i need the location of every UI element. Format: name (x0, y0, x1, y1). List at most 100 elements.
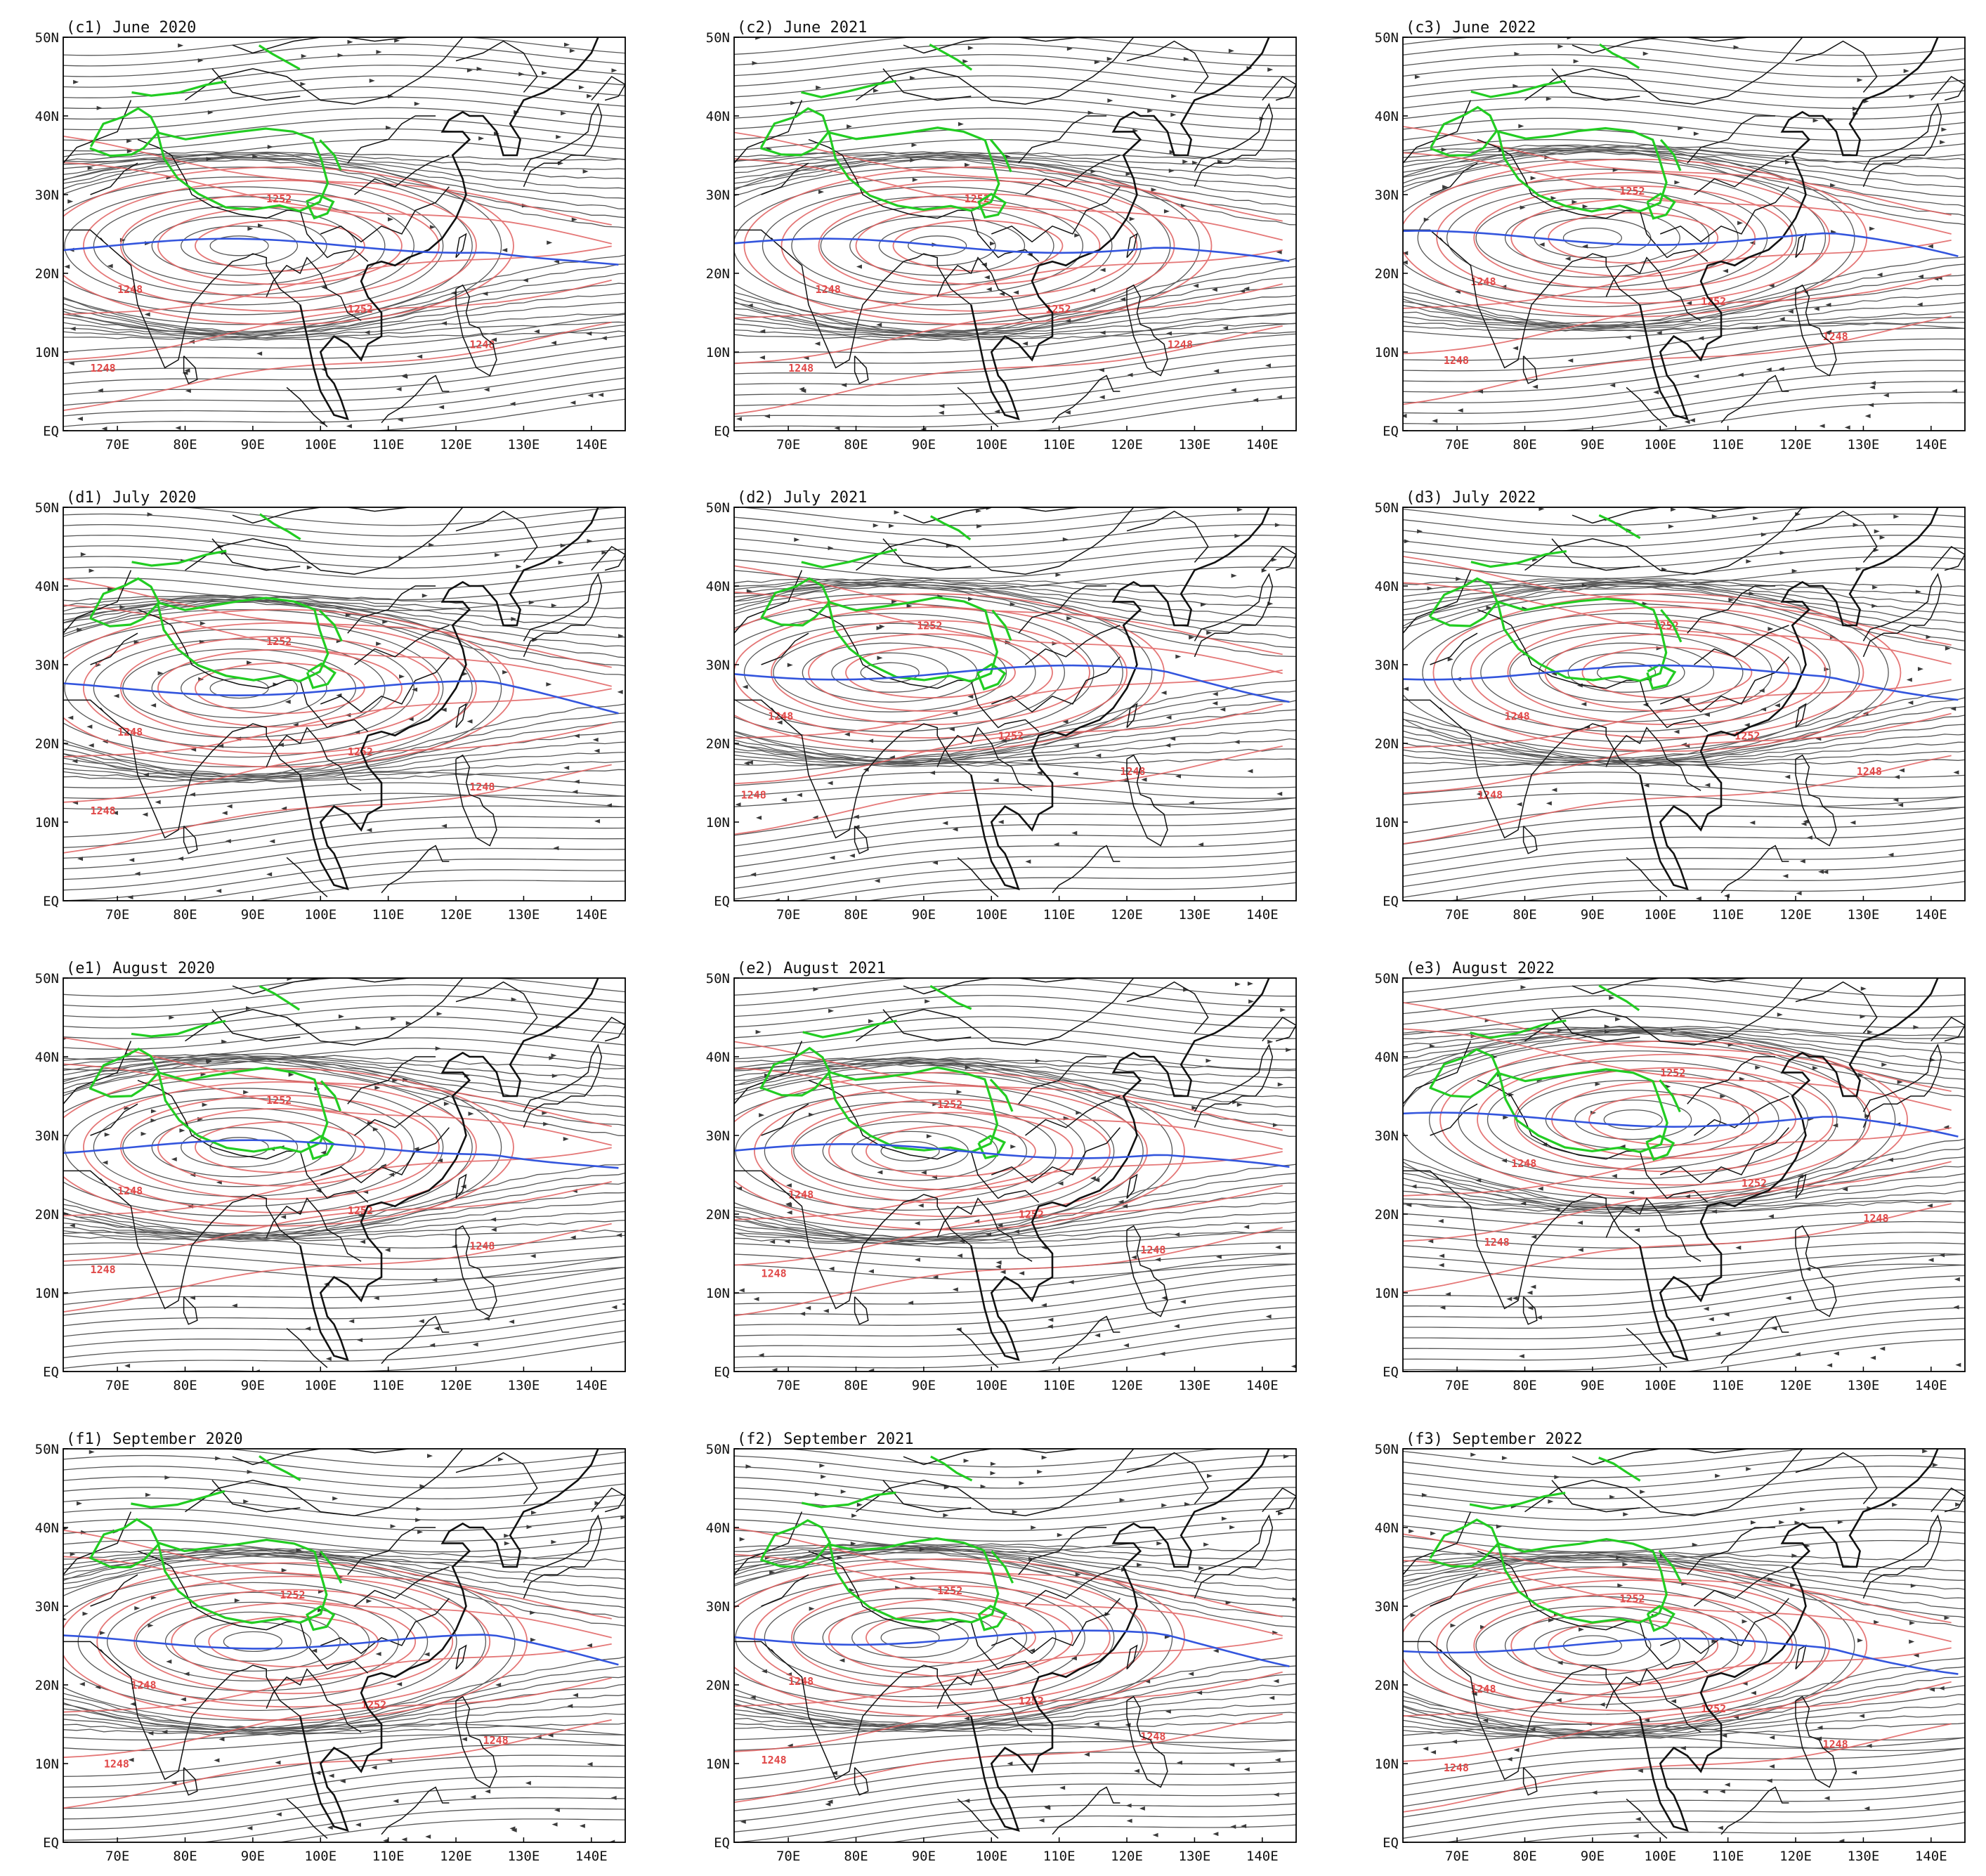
lat-tick-label: 40N (1375, 579, 1399, 594)
lat-tick-label: EQ (43, 1835, 59, 1851)
lon-tick-label: 130E (1848, 907, 1880, 923)
contour-label: 1248 (1823, 330, 1848, 343)
lat-tick-label: 50N (35, 30, 59, 46)
lon-tick-label: 110E (1043, 1378, 1076, 1393)
lat-tick-label: 10N (35, 1757, 59, 1772)
lon-tick-label: 90E (241, 1378, 265, 1393)
geopotential-contours (1403, 1533, 1952, 1813)
lon-tick-label: 120E (440, 1849, 472, 1864)
lon-tick-label: 140E (575, 1378, 608, 1393)
lon-tick-label: 130E (1848, 1378, 1880, 1393)
lon-tick-label: 90E (912, 907, 936, 923)
map-panel: 1252124812521248124850N40N30N20N10NEQ70E… (35, 960, 626, 1393)
lat-tick-label: 20N (1375, 1678, 1399, 1693)
geopotential-contours (734, 1041, 1283, 1317)
contour-label: 1252 (1701, 295, 1726, 308)
coastlines (63, 1449, 625, 1839)
contour-label: 1252 (1660, 1067, 1685, 1079)
contour-label: 1248 (117, 1185, 143, 1197)
contour-label: 1248 (117, 283, 143, 296)
contour-label: 1252 (1742, 1177, 1767, 1190)
panel-title: (e1) August 2020 (66, 960, 215, 977)
map-frame (63, 977, 626, 1372)
panel-title: (c2) June 2021 (737, 19, 867, 37)
lat-tick-label: 40N (1375, 109, 1399, 124)
lat-tick-label: 30N (35, 658, 59, 673)
lon-tick-label: 70E (1445, 1849, 1469, 1864)
lon-tick-label: 120E (1779, 907, 1812, 923)
lat-tick-label: 30N (35, 1599, 59, 1615)
panel-title: (f2) September 2021 (737, 1431, 914, 1448)
contour-label: 1248 (1140, 1730, 1165, 1743)
streamlines (63, 978, 625, 1372)
lon-tick-label: 130E (1848, 1849, 1880, 1864)
panel-title: (d2) July 2021 (737, 489, 867, 507)
map-panel: 1252124812521248124850N40N30N20N10NEQ70E… (1375, 1431, 1966, 1864)
lat-tick-label: 10N (706, 345, 730, 360)
lat-tick-label: 40N (706, 109, 730, 124)
ridge-line (734, 664, 1290, 703)
contour-label: 1248 (1470, 275, 1496, 288)
lat-tick-label: 10N (35, 815, 59, 830)
tibetan-plateau-outline (89, 985, 342, 1161)
lat-tick-label: 50N (1375, 1442, 1399, 1457)
lon-tick-label: 110E (372, 1378, 405, 1393)
lon-tick-label: 140E (1246, 907, 1279, 923)
lat-tick-label: 10N (35, 1286, 59, 1301)
lat-tick-label: 20N (35, 1678, 59, 1693)
lon-tick-label: 110E (1043, 437, 1076, 452)
lon-tick-label: 70E (105, 1378, 129, 1393)
panel-title: (f1) September 2020 (66, 1431, 243, 1448)
lat-tick-label: 20N (35, 266, 59, 282)
lon-tick-label: 110E (372, 437, 405, 452)
lat-tick-label: 40N (1375, 1520, 1399, 1536)
lon-tick-label: 80E (844, 1378, 868, 1393)
tibetan-plateau-outline (760, 43, 1012, 219)
lat-tick-label: 40N (706, 1050, 730, 1065)
lon-tick-label: 100E (304, 1849, 337, 1864)
lat-tick-label: 30N (706, 188, 730, 203)
lon-tick-label: 90E (912, 437, 936, 452)
tibetan-plateau-outline (1429, 984, 1681, 1161)
panel-title: (e3) August 2022 (1406, 960, 1555, 977)
contour-label: 1248 (1120, 765, 1145, 778)
map-panel: 1252124812521248124850N40N30N20N10NEQ70E… (35, 19, 626, 452)
lon-tick-label: 140E (575, 1849, 608, 1864)
map-frame (63, 1448, 626, 1843)
geopotential-contours (734, 565, 1283, 835)
lon-tick-label: 130E (1848, 437, 1880, 452)
lon-tick-label: 120E (1111, 1378, 1143, 1393)
axis-ticks: 50N 40N 30N 20N 10N EQ 70E 80E 90E 100E 110E 120E 13… (706, 30, 1279, 452)
contour-label: 1248 (1470, 1683, 1496, 1695)
lon-tick-label: 90E (1581, 907, 1605, 923)
contour-label: 1248 (1511, 1157, 1536, 1170)
lat-tick-label: 50N (35, 971, 59, 986)
contour-label: 1248 (469, 338, 495, 351)
lat-tick-label: 40N (706, 579, 730, 594)
lon-tick-label: 120E (1111, 437, 1143, 452)
flow-arrows (64, 38, 618, 431)
contour-label: 1248 (104, 1758, 129, 1771)
lon-tick-label: 80E (173, 1849, 197, 1864)
lon-tick-label: 130E (1179, 907, 1211, 923)
lon-tick-label: 70E (776, 1378, 800, 1393)
contour-label: 1248 (768, 710, 793, 722)
lon-tick-label: 110E (372, 1849, 405, 1864)
lat-tick-label: 50N (35, 1442, 59, 1457)
lat-tick-label: EQ (714, 424, 730, 439)
lon-tick-label: 100E (1644, 907, 1676, 923)
panel-title: (d3) July 2022 (1406, 489, 1536, 507)
map-panel: 1252124812521248124850N40N30N20N10NEQ70E… (35, 489, 626, 923)
contour-label: 1248 (1444, 354, 1469, 367)
lat-tick-label: 10N (1375, 345, 1399, 360)
lon-tick-label: 90E (241, 907, 265, 923)
streamlines (1403, 37, 1965, 431)
lon-tick-label: 100E (304, 437, 337, 452)
lon-tick-label: 80E (1513, 1378, 1536, 1393)
lat-tick-label: 50N (1375, 500, 1399, 516)
tibetan-plateau-outline (1428, 1457, 1683, 1632)
panel-title: (f3) September 2022 (1406, 1431, 1583, 1448)
